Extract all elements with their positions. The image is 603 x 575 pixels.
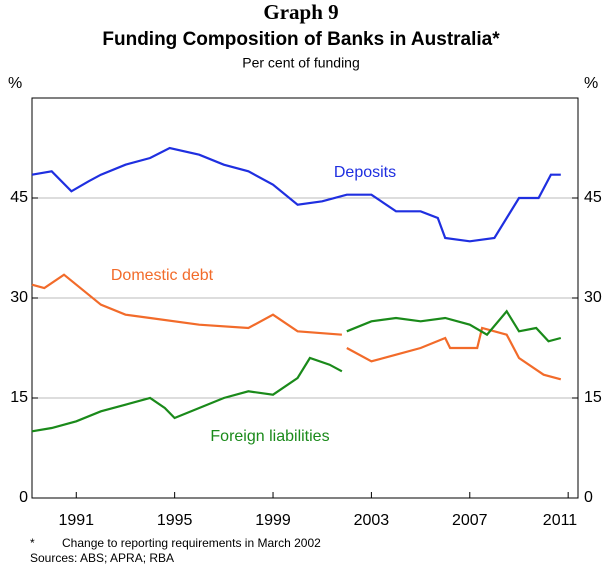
series-label: Domestic debt [111,267,214,284]
y-tick-label: 0 [19,489,28,506]
chart-subtitle: Funding Composition of Banks in Australi… [102,29,500,50]
x-tick-label: 2011 [543,512,578,529]
source: Sources: ABS; APRA; RBA [30,551,174,565]
y2-tick-label: 15 [584,389,602,406]
series-label: Deposits [334,164,396,181]
y-tick-label: 45 [10,189,28,206]
x-tick-label: 1991 [58,512,94,529]
x-tick-label: 1995 [157,512,193,529]
series-line [31,273,562,381]
y-unit: % [8,75,22,92]
footnote-mark: * [30,536,35,550]
y-tick-label: 30 [10,289,28,306]
series-label: Foreign liabilities [210,428,329,445]
y2-tick-label: 30 [584,289,602,306]
series-line [31,309,562,433]
y-label: Per cent of funding [242,55,360,71]
series-line [31,146,561,243]
x-tick-label: 1999 [255,512,291,529]
chart-title: Graph 9 [263,0,338,24]
y-tick-label: 15 [10,389,28,406]
y2-tick-label: 0 [584,489,593,506]
y2-unit: % [584,75,598,92]
x-tick-label: 2007 [452,512,488,529]
x-tick-label: 2003 [354,512,390,529]
plot-frame [31,97,579,499]
y2-tick-label: 45 [584,189,602,206]
footnote: Change to reporting requirements in Marc… [62,536,321,550]
